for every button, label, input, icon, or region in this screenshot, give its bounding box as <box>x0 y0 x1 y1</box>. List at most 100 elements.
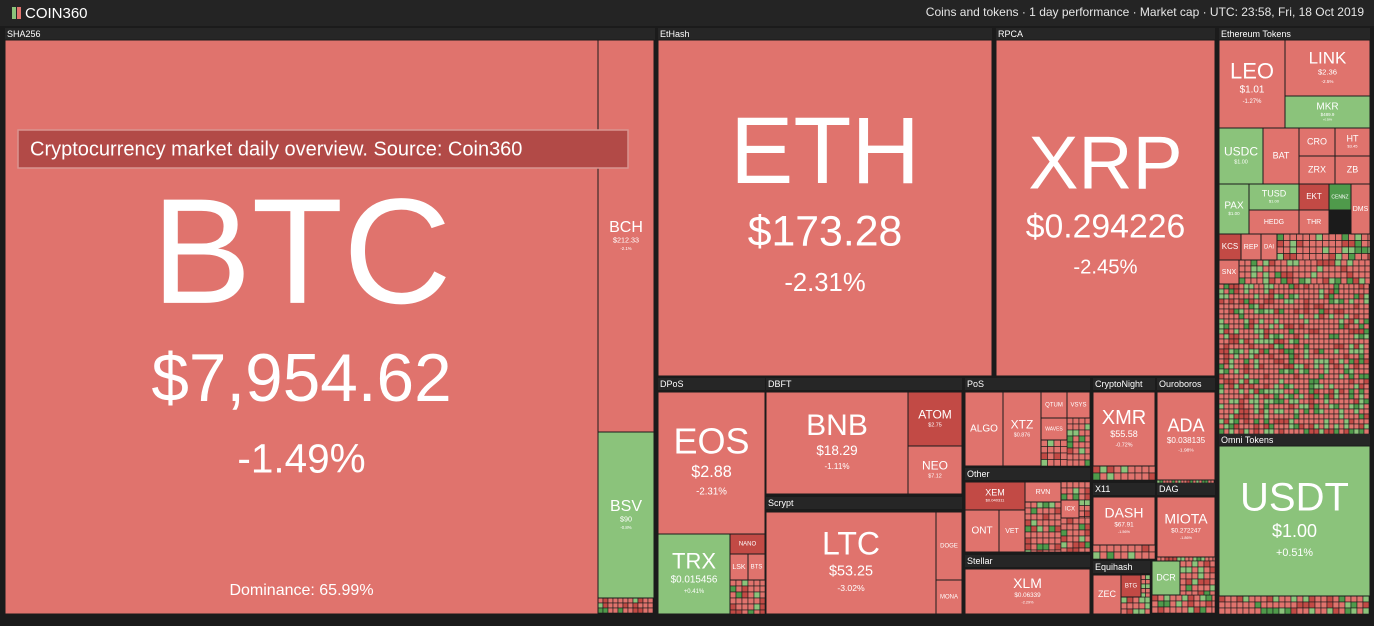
mini-tile <box>1228 313 1235 320</box>
mini-tile <box>1024 525 1032 533</box>
coin-tile[interactable]: DAI <box>1260 233 1278 261</box>
coin-tile[interactable]: ZEC <box>1092 574 1122 615</box>
coin-tile[interactable]: XTZ$0.876 <box>1002 391 1042 467</box>
mini-tile <box>1273 308 1280 315</box>
coin-tile[interactable]: BSV$90-0.8% <box>597 431 655 599</box>
coin-tile[interactable]: XLM$0.06339-2.29% <box>964 568 1091 615</box>
coin-tile[interactable]: NEO$7.12 <box>907 445 963 495</box>
coin-tile[interactable]: TUSD$1.00 <box>1248 183 1300 211</box>
mini-tile <box>1273 358 1280 365</box>
coin-tile[interactable]: XRP$0.294226-2.45% <box>995 39 1216 377</box>
coin-tile[interactable]: ZB <box>1334 155 1371 185</box>
coin-tile[interactable]: ICX <box>1060 499 1080 519</box>
mini-tile <box>1248 343 1255 350</box>
tile-price: $3.45 <box>1347 144 1358 149</box>
coin-tile[interactable]: VET <box>998 509 1026 553</box>
coin-tile[interactable]: BTG <box>1120 574 1142 598</box>
mini-tile <box>1060 493 1068 501</box>
coin-tile[interactable]: USDC$1.00 <box>1218 127 1264 185</box>
coin-tile[interactable]: DOGE <box>935 511 963 581</box>
coin-tile[interactable]: THR <box>1298 209 1330 235</box>
mini-tile <box>1120 608 1128 615</box>
mini-tile <box>1346 277 1354 285</box>
mini-tile <box>1346 259 1354 267</box>
coin-tile[interactable]: CENNZ <box>1328 183 1352 211</box>
mini-tile <box>1328 246 1336 254</box>
coin-tile[interactable]: TRX$0.015456+0.41% <box>657 533 731 615</box>
mini-tile <box>1328 393 1335 400</box>
coin-tile[interactable]: LSK <box>729 553 749 581</box>
coin-tile[interactable]: ATOM$2.75 <box>907 391 963 447</box>
mini-tile <box>1238 348 1245 355</box>
coin-tile[interactable]: QTUM <box>1040 391 1068 419</box>
coin-tile[interactable]: BAT <box>1262 127 1300 185</box>
coin-tile[interactable]: MKR$489.9+0.38% <box>1284 95 1371 129</box>
coin-tile[interactable]: LTC$53.25-3.02% <box>765 511 937 615</box>
mini-tile <box>1358 277 1366 285</box>
coin-tile[interactable]: XEM$0.040311 <box>964 481 1026 511</box>
mini-tile <box>1258 413 1265 420</box>
coin-tile[interactable]: REP <box>1240 233 1262 261</box>
mini-tile <box>1218 353 1225 360</box>
coin-tile[interactable]: DASH$67.91-1.56% <box>1092 496 1156 546</box>
coin-tile[interactable]: VSYS <box>1066 391 1091 419</box>
coin-tile[interactable]: BNB$18.29-1.11% <box>765 391 909 495</box>
coin-tile[interactable]: MONA <box>935 579 963 615</box>
mini-tile <box>1263 318 1270 325</box>
mini-tile <box>1268 308 1275 315</box>
mini-tile <box>1212 556 1216 562</box>
mini-tile <box>1293 313 1300 320</box>
coin-tile[interactable]: ALGO <box>964 391 1004 467</box>
coin-tile[interactable]: NANO <box>729 533 766 555</box>
mini-tile <box>1308 393 1315 400</box>
coin-tile[interactable]: HEDG <box>1248 209 1300 235</box>
coin-tile[interactable]: USDT$1.00+0.51% <box>1218 445 1371 597</box>
coin-tile[interactable]: MIOTA$0.272247-1.86% <box>1156 496 1216 558</box>
mini-tile <box>1328 348 1335 355</box>
mini-tile <box>1318 313 1325 320</box>
coin-tile[interactable]: RVN <box>1024 481 1062 503</box>
mini-tile <box>1361 240 1369 248</box>
coin-tile[interactable]: WAVES <box>1040 417 1068 441</box>
group-header <box>766 497 962 509</box>
coin-tile[interactable]: HT$3.45 <box>1334 127 1371 157</box>
mini-tile <box>1315 240 1323 248</box>
mini-tile <box>1338 358 1345 365</box>
coin-tile[interactable]: EKT <box>1298 183 1330 211</box>
coin-tile[interactable]: LEO$1.01-1.27% <box>1218 39 1286 129</box>
coin-tile[interactable]: EOS$2.88-2.31% <box>657 391 766 535</box>
coin-tile[interactable]: DMS <box>1350 183 1371 235</box>
coin-tile[interactable]: BTC$7,954.62-1.49%Dominance: 65.99% <box>4 39 599 615</box>
coin-tile[interactable]: KCS <box>1218 233 1242 261</box>
coin-tile[interactable]: BCH$212.33-2.1% <box>597 39 655 433</box>
mini-tile <box>1253 333 1260 340</box>
mini-tile <box>1036 501 1044 509</box>
mini-tile <box>1238 333 1245 340</box>
mini-tile <box>1288 328 1295 335</box>
coin-tile[interactable]: BTS <box>747 553 766 581</box>
logo[interactable]: COIN360 <box>25 5 88 22</box>
mini-tile <box>1256 265 1264 273</box>
coin-tile[interactable]: ETH$173.28-2.31% <box>657 39 993 377</box>
mini-tile <box>1233 413 1240 420</box>
tile-symbol: USDT <box>1240 476 1349 520</box>
mini-tile <box>1238 265 1246 273</box>
mini-tile <box>1322 265 1330 273</box>
coin-tile[interactable]: CRO <box>1298 127 1336 157</box>
mini-tile <box>1242 601 1250 609</box>
mini-tile <box>1343 313 1350 320</box>
coin-tile[interactable]: XMR$55.58-0.72% <box>1092 391 1156 467</box>
coin-tile[interactable]: ADA$0.038135-1.98% <box>1156 391 1216 481</box>
coin-tile[interactable]: PAX$1.00 <box>1218 183 1250 235</box>
tile-symbol: USDC <box>1224 145 1258 159</box>
coin-tile[interactable]: ONT <box>964 509 1000 553</box>
coin-tile[interactable]: ZRX <box>1298 155 1336 185</box>
mini-tile <box>1268 378 1275 385</box>
coin-tile[interactable]: LINK$2.36-2.5% <box>1284 39 1371 97</box>
coin-tile[interactable]: DCR <box>1151 560 1181 596</box>
mini-tile <box>1243 293 1250 300</box>
mini-tile <box>1228 283 1235 290</box>
mini-tile <box>1363 418 1370 425</box>
coin-tile[interactable]: SNX <box>1218 259 1240 285</box>
mini-tile <box>1218 343 1225 350</box>
